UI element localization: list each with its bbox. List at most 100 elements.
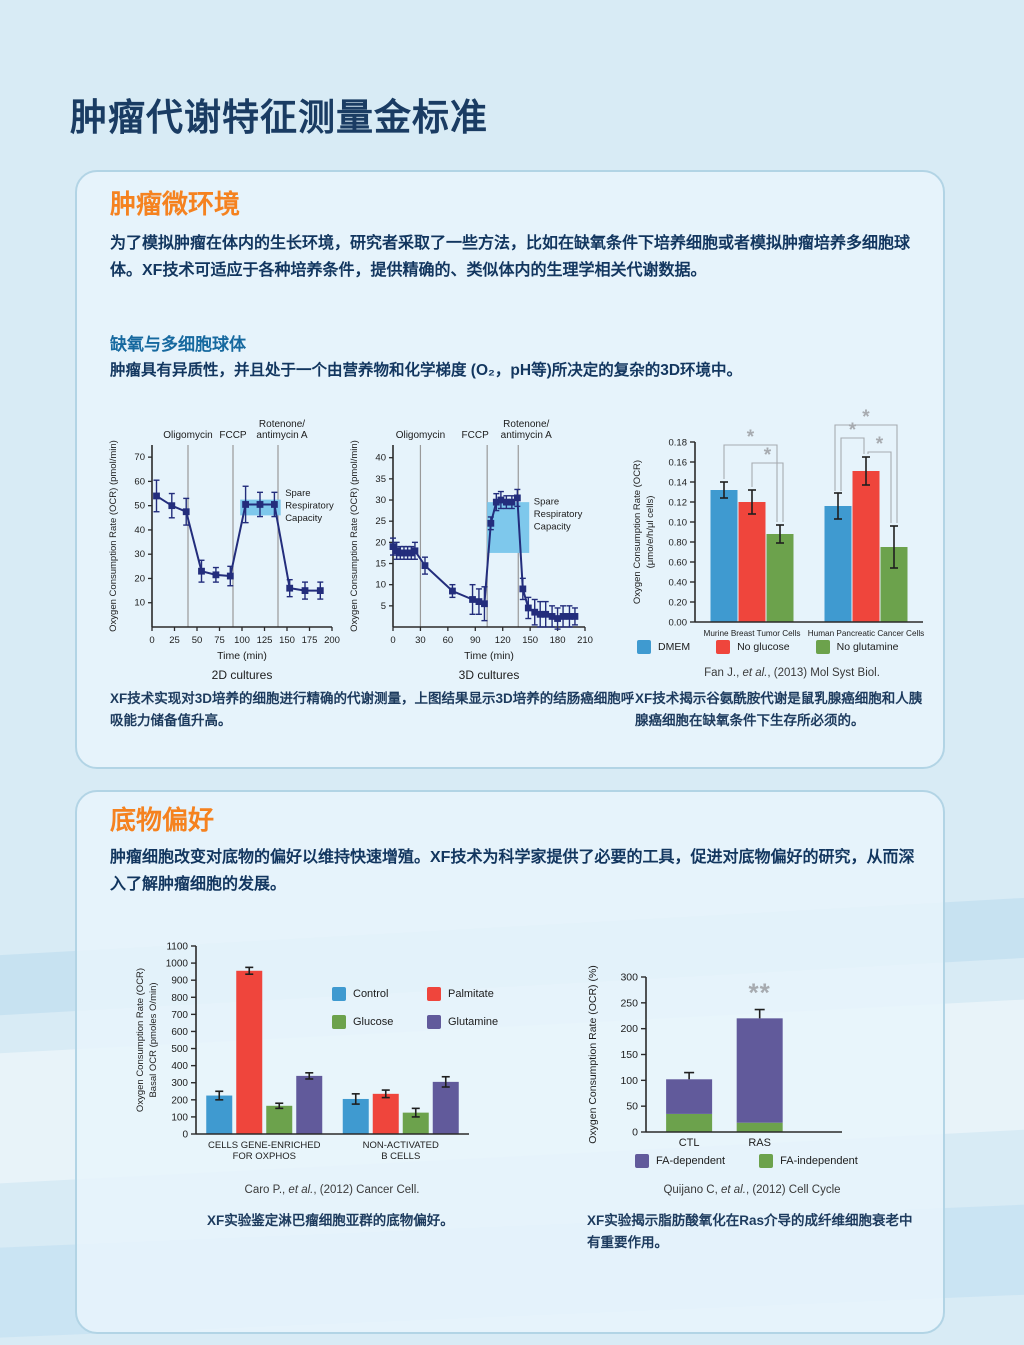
legend-item-fa-independent: FA-independent (759, 1154, 858, 1168)
svg-text:1100: 1100 (166, 942, 188, 953)
glucose-swatch (332, 1015, 346, 1029)
legend-item-glutamine: Glutamine (427, 1015, 532, 1029)
svg-text:Oxygen Consumption Rate (OCR): Oxygen Consumption Rate (OCR) (pmol/min) (108, 440, 119, 632)
svg-text:Oxygen Consumption Rate (OCR): Oxygen Consumption Rate (OCR) (632, 460, 643, 604)
no-glutamine-swatch (815, 640, 830, 654)
svg-text:200: 200 (324, 635, 340, 646)
svg-text:25: 25 (375, 516, 386, 527)
svg-text:60: 60 (134, 476, 145, 487)
control-swatch (332, 987, 346, 1001)
svg-text:0.18: 0.18 (669, 438, 688, 449)
legend-label: Palmitate (448, 988, 494, 1000)
caption-ras: XF实验揭示脂肪酸氧化在Ras介导的成纤维细胞衰老中有重要作用。 (587, 1213, 913, 1251)
svg-text:35: 35 (375, 474, 386, 485)
svg-text:*: * (876, 434, 884, 455)
section2-heading: 底物偏好 (110, 805, 215, 835)
svg-text:20: 20 (375, 537, 386, 548)
svg-text:70: 70 (134, 452, 145, 463)
svg-text:*: * (747, 427, 755, 448)
svg-text:30: 30 (134, 549, 145, 560)
citation-quijano: Quijano C, et al., (2012) Cell Cycle (663, 1184, 841, 1196)
svg-text:1000: 1000 (166, 959, 189, 970)
svg-text:120: 120 (495, 635, 511, 646)
svg-text:NON-ACTIVATED: NON-ACTIVATED (363, 1140, 439, 1151)
svg-text:75: 75 (214, 635, 225, 646)
svg-text:Oxygen Consumption Rate (OCR): Oxygen Consumption Rate (OCR) (pmol/min) (349, 440, 360, 632)
svg-text:0.00: 0.00 (669, 618, 688, 629)
svg-text:Capacity: Capacity (285, 513, 322, 524)
svg-text:B CELLS: B CELLS (381, 1151, 420, 1162)
legend-label: FA-dependent (656, 1155, 726, 1167)
fa-independent-swatch (759, 1154, 774, 1168)
svg-text:200: 200 (171, 1095, 188, 1106)
svg-text:Oligomycin: Oligomycin (396, 430, 445, 441)
svg-text:0: 0 (632, 1127, 638, 1139)
svg-text:50: 50 (134, 501, 145, 512)
caption-substrate: XF实验鉴定淋巴瘤细胞亚群的底物偏好。 (207, 1213, 454, 1228)
chart-3d-cultures: Oligomycin FCCP Rotenone/antimycin A 0 30 60 9… (343, 415, 595, 692)
legend-item-palmitate: Palmitate (427, 987, 532, 1001)
svg-text:Murine Breast Tumor Cells: Murine Breast Tumor Cells (704, 629, 801, 638)
svg-text:*: * (849, 420, 857, 441)
legend-item-no-glucose: No glucose (716, 640, 790, 654)
svg-text:600: 600 (171, 1027, 188, 1038)
svg-text:Capacity: Capacity (534, 521, 571, 532)
chart-substrate-bars: 0 100 200 300 400 500 600 700 800 900 1000 1100 CELL… (132, 932, 477, 1187)
svg-text:antimycin A: antimycin A (501, 430, 552, 441)
svg-text:300: 300 (620, 972, 638, 984)
svg-text:Oxygen Consumption Rate (OCR): Oxygen Consumption Rate (OCR) (%) (587, 965, 599, 1144)
card-substrate-preference: 底物偏好 肿瘤细胞改变对底物的偏好以维持快速增殖。XF技术为科学家提供了必要的工… (75, 790, 945, 1334)
legend-label: Control (353, 988, 389, 1000)
svg-text:2D cultures: 2D cultures (212, 668, 273, 682)
citation-caro: Caro P., et al., (2012) Cancer Cell. (244, 1184, 420, 1196)
legend-label: No glutamine (836, 641, 899, 653)
svg-text:*: * (862, 407, 870, 428)
svg-text:800: 800 (171, 993, 188, 1004)
legend-item-control: Control (332, 987, 427, 1001)
svg-text:Time (min): Time (min) (217, 650, 267, 662)
svg-text:150: 150 (620, 1049, 638, 1061)
svg-text:20: 20 (134, 573, 145, 584)
legend-label: Glutamine (448, 1016, 499, 1028)
legend-item-glucose: Glucose (332, 1015, 427, 1029)
section1-subheading: 缺氧与多细胞球体 (110, 335, 246, 354)
svg-text:0.20: 0.20 (669, 598, 688, 609)
palmitate-swatch (427, 987, 441, 1001)
svg-text:Human Pancreatic Cancer Cells: Human Pancreatic Cancer Cells (808, 629, 925, 638)
chart-hypoxia-bars: 0.18 0.16 0.14 0.12 0.10 0.80 0.60 0.40 0.20 0.00… (629, 400, 929, 647)
ras-legend: FA-dependent FA-independent (635, 1154, 858, 1168)
svg-text:900: 900 (171, 976, 188, 987)
svg-text:0: 0 (390, 635, 395, 646)
chart-2d-cultures: Oligomycin FCCP Rotenone/antimycin A 0 25 50 7… (102, 415, 340, 692)
svg-text:50: 50 (192, 635, 203, 646)
svg-text:CELLS GENE-ENRICHED: CELLS GENE-ENRICHED (208, 1140, 321, 1151)
substrate-legend: Control Palmitate Glucose Glutamine (332, 987, 532, 1029)
section1-subtext: 肿瘤具有异质性，并且处于一个由营养物和化学梯度 (O₂，pH等)所决定的复杂的3… (110, 362, 743, 379)
legend-item-fa-dependent: FA-dependent (635, 1154, 725, 1168)
svg-text:CTL: CTL (679, 1137, 700, 1149)
legend-item-dmem: DMEM (637, 640, 690, 654)
svg-text:100: 100 (234, 635, 250, 646)
svg-text:Respiratory: Respiratory (534, 509, 583, 520)
svg-text:40: 40 (134, 525, 145, 536)
no-glucose-swatch (716, 640, 731, 654)
svg-text:100: 100 (171, 1112, 188, 1123)
legend-label: DMEM (658, 641, 691, 653)
svg-text:**: ** (749, 978, 771, 1008)
svg-text:100: 100 (620, 1075, 638, 1087)
svg-text:0.80: 0.80 (669, 538, 688, 549)
svg-text:125: 125 (257, 635, 273, 646)
svg-text:0: 0 (182, 1130, 188, 1141)
svg-text:90: 90 (470, 635, 481, 646)
svg-text:Rotenone/: Rotenone/ (503, 419, 549, 430)
svg-text:0: 0 (149, 635, 154, 646)
svg-text:400: 400 (171, 1061, 188, 1072)
svg-text:200: 200 (620, 1023, 638, 1035)
svg-text:250: 250 (620, 997, 638, 1009)
svg-text:15: 15 (375, 559, 386, 570)
section2-paragraph: 肿瘤细胞改变对底物的偏好以维持快速增殖。XF技术为科学家提供了必要的工具，促进对… (110, 849, 915, 894)
svg-text:RAS: RAS (748, 1137, 771, 1149)
hypoxia-legend: DMEM No glucose No glutamine (637, 640, 899, 654)
legend-label: Glucose (353, 1016, 394, 1028)
svg-text:150: 150 (279, 635, 295, 646)
